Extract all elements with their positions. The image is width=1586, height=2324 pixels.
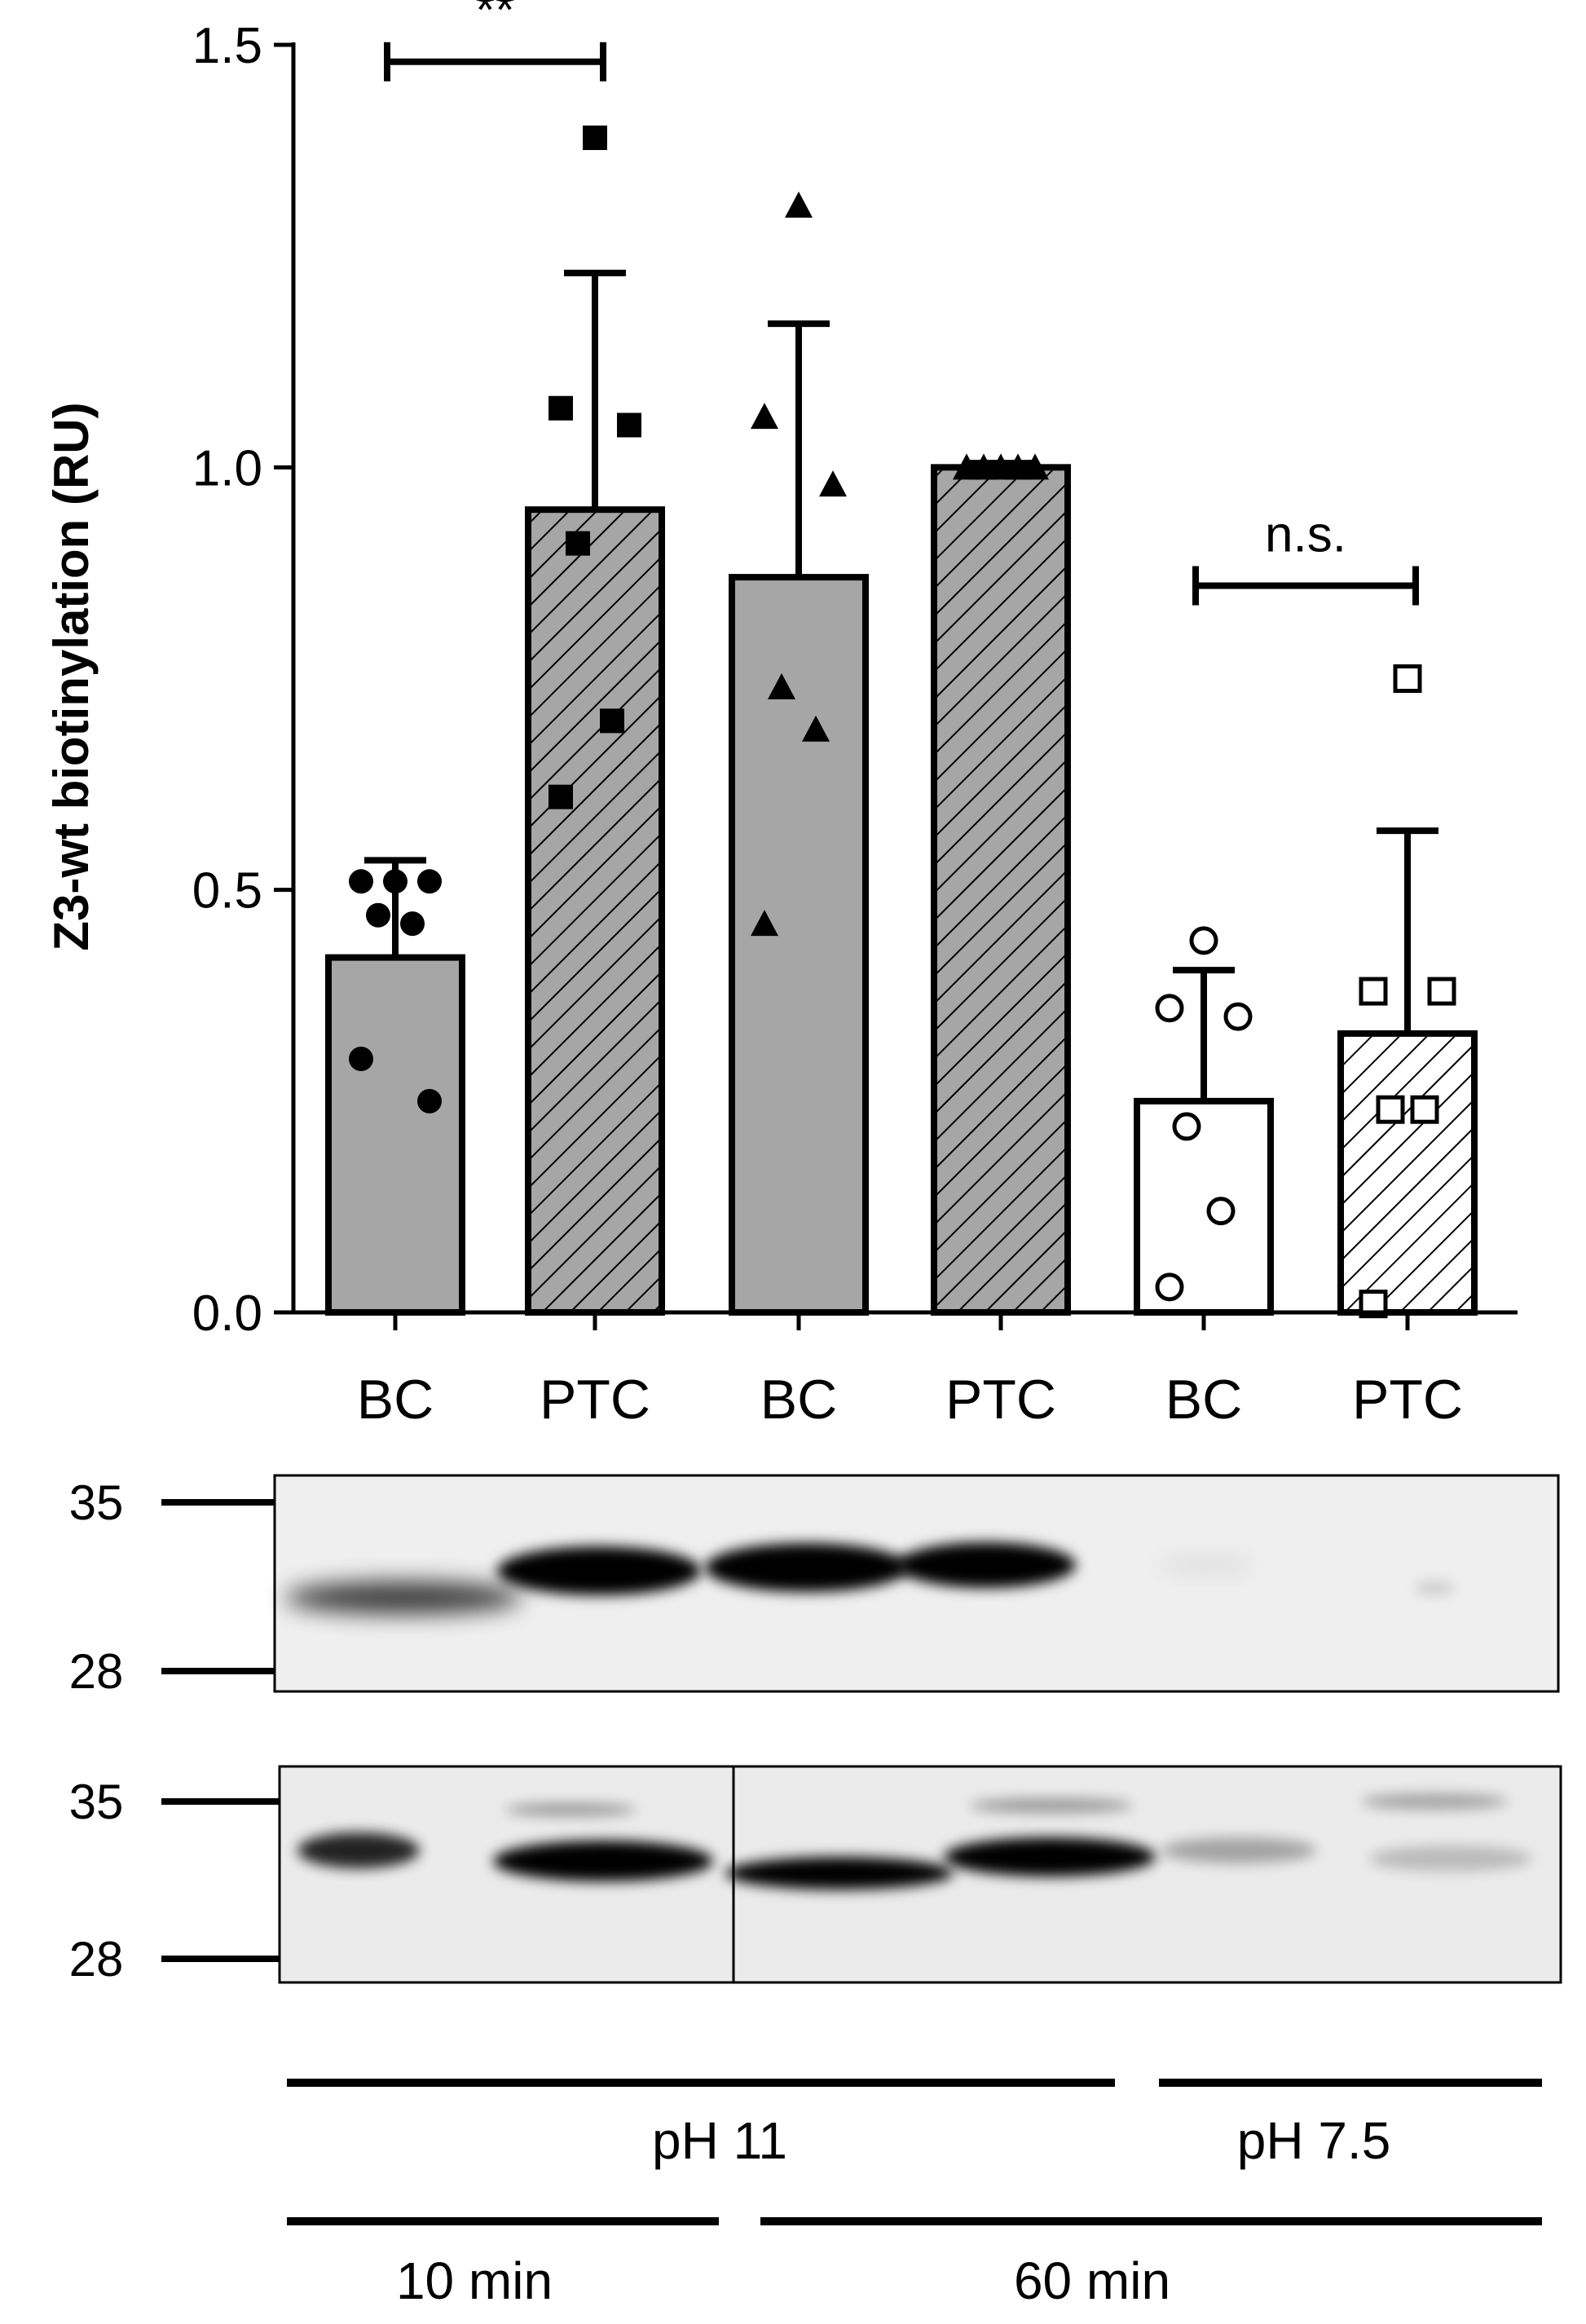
data-point-1-1 [548,395,573,421]
band-lane-4-upper [970,1798,1133,1813]
data-point-2-5 [751,910,778,937]
bar-hatch-1 [531,513,659,1309]
marker-28-label: 28 [69,1644,124,1699]
x-tick-label-4: BC [1165,1369,1242,1431]
x-tick-label-0: BC [357,1369,434,1431]
blot-frame [273,1474,1560,1693]
data-point-0-4 [400,911,425,937]
band-lane-2-upper [505,1803,636,1816]
data-point-0-0 [383,869,408,894]
x-tick-label-2: BC [760,1369,837,1431]
data-point-0-2 [417,869,442,894]
bar-chart: 0.0 0.5 1.0 1.5 BC PTC BC PTC BC PTC ** n.s. Z3-w… [44,0,1518,1431]
western-blot-1: 35 28 [69,1474,1560,1699]
data-point-2-1 [751,403,778,430]
band-lane-6 [1414,1581,1455,1594]
bar-2 [729,574,869,1316]
sig-label-1: n.s. [1265,506,1346,562]
data-point-1-5 [548,784,573,809]
bar-hatch-5 [1344,1036,1471,1309]
band-lane-6 [1369,1846,1532,1872]
y-tick-label-3: 1.5 [192,18,262,74]
blot-bands [297,1793,1532,1890]
y-tick-label-1: 0.5 [192,863,262,919]
data-point-0-3 [366,902,390,928]
band-lane-5 [1161,1837,1316,1863]
band-lane-1 [297,1832,420,1868]
data-point-0-5 [349,1047,373,1071]
band-lane-6-upper [1361,1793,1508,1810]
condition-annotations: pH 11 pH 7.5 10 min 60 min [287,2079,1542,2310]
data-point-0-1 [349,869,373,894]
axes [291,42,1518,1315]
marker-35-label: 35 [69,1475,124,1530]
x-tick-label-3: PTC [945,1369,1056,1431]
bar-0 [325,954,465,1316]
data-point-5-3 [1376,1095,1405,1124]
y-axis-title: Z3-wt biotinylation (RU) [44,402,99,950]
data-point-4-1 [1155,994,1184,1023]
marker-28-label: 28 [69,1932,124,1987]
data-point-2-3 [768,673,795,699]
data-point-2-2 [819,470,847,497]
data-point-5-2 [1427,977,1456,1006]
data-point-3-4 [1004,453,1032,480]
band-lane-1 [285,1581,522,1614]
x-tick-labels: BC PTC BC PTC BC PTC [357,1369,1463,1431]
band-lane-5 [1157,1557,1255,1573]
y-tick-label-0: 0.0 [192,1285,262,1342]
data-point-5-1 [1359,977,1388,1006]
data-point-4-2 [1223,1002,1253,1031]
ph75-label: pH 7.5 [1237,2111,1391,2170]
data-point-5-4 [1410,1095,1439,1124]
ph11-label: pH 11 [652,2111,787,2170]
y-tick-label-2: 1.0 [192,440,262,496]
10min-label: 10 min [396,2251,553,2310]
data-point-0-6 [417,1088,442,1113]
x-tick-label-1: PTC [540,1369,650,1431]
data-point-1-2 [617,412,641,438]
marker-35-label: 35 [69,1775,124,1829]
data-point-2-4 [802,715,830,742]
data-point-4-4 [1206,1197,1236,1226]
data-point-1-3 [566,531,590,556]
data-point-4-3 [1172,1112,1201,1141]
data-point-2-0 [785,191,813,218]
data-point-5-0 [1393,664,1422,693]
western-blot-2: 35 28 [69,1765,1562,1987]
band-lane-3 [725,1857,954,1890]
data-point-1-0 [583,126,607,151]
data-points [349,126,1456,1319]
band-lane-4 [944,1837,1156,1876]
blot-bands [285,1542,1455,1614]
significance-brackets: ** n.s. [384,0,1419,606]
sig-label-0: ** [475,0,514,39]
band-lane-3 [705,1543,909,1592]
data-point-3-3 [970,453,998,480]
data-point-4-5 [1155,1272,1184,1302]
band-lane-2 [497,1546,701,1595]
data-point-4-0 [1189,926,1218,955]
band-lane-4 [897,1542,1076,1588]
band-lane-2 [493,1841,713,1881]
bar-hatch-3 [937,470,1064,1310]
y-ticks: 0.0 0.5 1.0 1.5 [192,18,1410,1342]
x-tick-label-5: PTC [1352,1369,1463,1431]
60min-label: 60 min [1014,2251,1170,2310]
data-point-1-4 [600,708,624,734]
bars [325,464,1478,1316]
